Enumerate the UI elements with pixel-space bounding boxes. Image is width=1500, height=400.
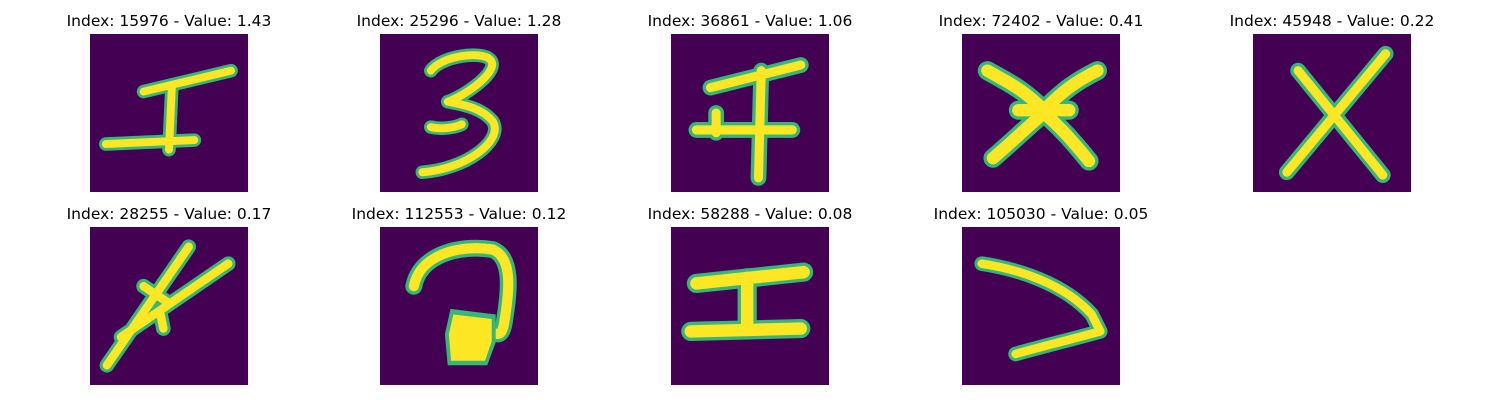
panel-4: Index: 72402 - Value: 0.41 xyxy=(891,12,1191,202)
glyph-x-bowtie-icon xyxy=(962,34,1120,192)
glyph-three-icon xyxy=(380,34,538,192)
glyph-image xyxy=(1253,34,1411,192)
panel-title: Index: 45948 - Value: 0.22 xyxy=(1229,12,1435,30)
glyph-i-tilted-icon xyxy=(90,34,248,192)
panel-title: Index: 25296 - Value: 1.28 xyxy=(356,12,562,30)
panel-9: Index: 105030 - Value: 0.05 xyxy=(891,205,1191,395)
panel-5: Index: 45948 - Value: 0.22 xyxy=(1182,12,1482,202)
glyph-hook-icon xyxy=(380,227,538,385)
glyph-image xyxy=(380,227,538,385)
panel-title: Index: 112553 - Value: 0.12 xyxy=(351,205,567,223)
panel-title: Index: 72402 - Value: 0.41 xyxy=(938,12,1144,30)
glyph-image xyxy=(671,34,829,192)
glyph-image xyxy=(90,34,248,192)
glyph-image xyxy=(671,227,829,385)
panel-7: Index: 112553 - Value: 0.12 xyxy=(309,205,609,395)
panel-title: Index: 36861 - Value: 1.06 xyxy=(647,12,853,30)
panel-6: Index: 28255 - Value: 0.17 xyxy=(19,205,319,395)
panel-title: Index: 105030 - Value: 0.05 xyxy=(933,205,1149,223)
panel-8: Index: 58288 - Value: 0.08 xyxy=(600,205,900,395)
glyph-cross-bar-icon xyxy=(671,34,829,192)
glyph-image xyxy=(962,227,1120,385)
panel-3: Index: 36861 - Value: 1.06 xyxy=(600,12,900,202)
panel-title: Index: 58288 - Value: 0.08 xyxy=(647,205,853,223)
panel-2: Index: 25296 - Value: 1.28 xyxy=(309,12,609,202)
glyph-slash-cross-icon xyxy=(90,227,248,385)
glyph-image xyxy=(962,34,1120,192)
glyph-x-icon xyxy=(1253,34,1411,192)
panel-1: Index: 15976 - Value: 1.43 xyxy=(19,12,319,202)
panel-title: Index: 28255 - Value: 0.17 xyxy=(66,205,272,223)
glyph-angle-icon xyxy=(962,227,1120,385)
glyph-image xyxy=(90,227,248,385)
panel-title: Index: 15976 - Value: 1.43 xyxy=(66,12,272,30)
glyph-i-bar-icon xyxy=(671,227,829,385)
glyph-image xyxy=(380,34,538,192)
